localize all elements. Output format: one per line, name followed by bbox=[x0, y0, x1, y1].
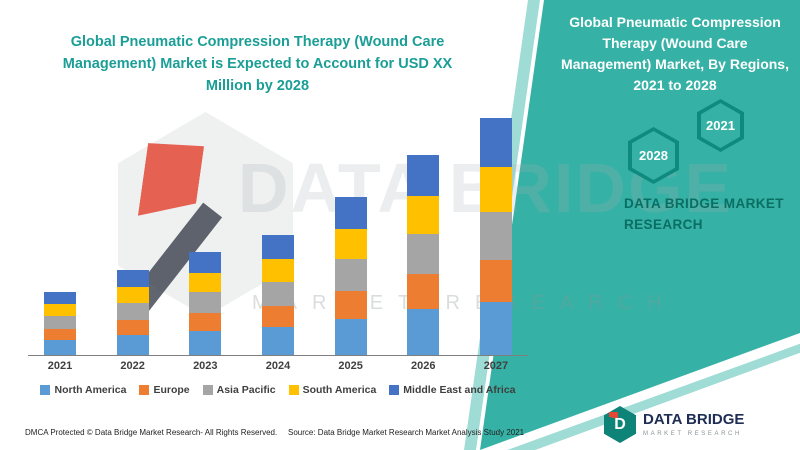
bar-2021 bbox=[44, 292, 76, 355]
x-tick-label: 2021 bbox=[47, 360, 73, 372]
bar-segment-2024 bbox=[261, 306, 294, 327]
bar-segment-2023 bbox=[189, 252, 222, 273]
logo-flag-icon bbox=[609, 412, 618, 419]
bar-segment-2022 bbox=[116, 303, 149, 320]
legend-swatch bbox=[389, 385, 400, 395]
legend-swatch bbox=[288, 385, 299, 395]
logo-subtitle: MARKET RESEARCH bbox=[643, 430, 742, 437]
bar-segment-2025 bbox=[334, 259, 367, 291]
bar-segment-2025 bbox=[334, 319, 367, 355]
legend-item: South America bbox=[288, 384, 377, 396]
bar-segment-2027 bbox=[479, 212, 512, 260]
x-tick-label: 2025 bbox=[338, 360, 363, 372]
legend-label: South America bbox=[302, 384, 377, 396]
bar-segment-2024 bbox=[261, 282, 294, 306]
bar-chart: 2021 2022 2023 2024 2025 2026 2027 North Ameri… bbox=[28, 113, 528, 396]
bar-segment-2022 bbox=[116, 270, 149, 287]
legend-item: Middle East and Africa bbox=[389, 384, 516, 396]
legend-swatch bbox=[139, 385, 150, 395]
bar-segment-2026 bbox=[407, 309, 440, 355]
bar-segment-2025 bbox=[334, 229, 367, 259]
bar-2022 bbox=[116, 270, 149, 355]
chart-x-labels: 2021 2022 2023 2024 2025 2026 2027 bbox=[28, 360, 528, 372]
bar-2027 bbox=[479, 118, 512, 355]
legend-label: Europe bbox=[153, 384, 190, 396]
chart-headline: Global Pneumatic Compression Therapy (Wo… bbox=[62, 34, 453, 94]
bar-segment-2027 bbox=[479, 118, 512, 167]
bar-segment-2022 bbox=[116, 335, 149, 355]
x-tick-label: 2023 bbox=[193, 360, 218, 372]
bar-segment-2026 bbox=[407, 274, 440, 309]
bar-2023 bbox=[189, 252, 222, 355]
bar-segment-2023 bbox=[189, 292, 222, 313]
bar-segment-2024 bbox=[261, 327, 294, 355]
hexagon-badge-inner bbox=[632, 131, 675, 180]
hexagon-badge-label: 2021 bbox=[706, 118, 735, 133]
hexagon-badge-inner bbox=[701, 103, 740, 148]
bar-segment-2025 bbox=[334, 197, 367, 229]
bar-segment-2026 bbox=[407, 234, 440, 274]
bar-segment-2021 bbox=[44, 340, 76, 355]
legend-item: Europe bbox=[139, 384, 190, 396]
bar-segment-2023 bbox=[189, 313, 222, 331]
bar-segment-2024 bbox=[261, 259, 294, 282]
bar-segment-2023 bbox=[189, 331, 222, 355]
bar-segment-2021 bbox=[44, 329, 76, 340]
x-tick-label: 2024 bbox=[265, 360, 291, 372]
x-tick-label: 2026 bbox=[411, 360, 436, 372]
bar-segment-2026 bbox=[407, 155, 440, 196]
legend-label: Middle East and Africa bbox=[403, 384, 516, 396]
bar-segment-2022 bbox=[116, 320, 149, 335]
chart-bars bbox=[28, 113, 528, 356]
bar-segment-2023 bbox=[189, 273, 222, 292]
bar-segment-2027 bbox=[479, 167, 512, 212]
bar-segment-2027 bbox=[479, 260, 512, 302]
bar-segment-2027 bbox=[479, 302, 512, 355]
hexagon-badge-label: 2028 bbox=[639, 148, 668, 163]
legend-item: North America bbox=[40, 384, 126, 396]
bar-2025 bbox=[334, 197, 367, 355]
bar-segment-2021 bbox=[44, 316, 76, 329]
dbmr-logo: D DATA BRIDGE MARKET RESEARCH bbox=[604, 406, 744, 443]
bar-segment-2021 bbox=[44, 304, 76, 316]
bar-2026 bbox=[407, 155, 440, 355]
legend-swatch bbox=[40, 385, 51, 395]
bar-segment-2022 bbox=[116, 287, 149, 303]
bar-segment-2024 bbox=[261, 235, 294, 259]
x-tick-label: 2027 bbox=[483, 360, 509, 372]
hexagon-badge-2028: 2028 bbox=[628, 127, 679, 184]
legend-item: Asia Pacific bbox=[202, 384, 276, 396]
legend-swatch bbox=[202, 385, 213, 395]
bar-segment-2025 bbox=[334, 291, 367, 319]
dmca-notice: DMCA Protected © Data Bridge Market Rese… bbox=[25, 428, 278, 437]
logo-title: DATA BRIDGE bbox=[643, 411, 745, 429]
right-panel-title: Global Pneumatic Compression Therapy (Wo… bbox=[561, 14, 789, 93]
right-panel-brand-caption: DATA BRIDGE MARKET RESEARCH bbox=[624, 196, 784, 232]
bar-2024 bbox=[261, 235, 294, 355]
chart-legend: North America Europe Asia Pacific South Ame… bbox=[28, 384, 528, 396]
logo-letter: D bbox=[614, 415, 626, 433]
dbmr-logo-text: DATA BRIDGE MARKET RESEARCH bbox=[643, 412, 744, 437]
bar-segment-2026 bbox=[407, 196, 440, 234]
legend-label: North America bbox=[54, 384, 127, 396]
bar-segment-2021 bbox=[44, 292, 76, 304]
x-tick-label: 2022 bbox=[120, 360, 145, 372]
source-note: Source: Data Bridge Market Research Mark… bbox=[288, 428, 525, 437]
legend-label: Asia Pacific bbox=[216, 384, 276, 396]
dbmr-logo-icon: D bbox=[604, 406, 636, 443]
